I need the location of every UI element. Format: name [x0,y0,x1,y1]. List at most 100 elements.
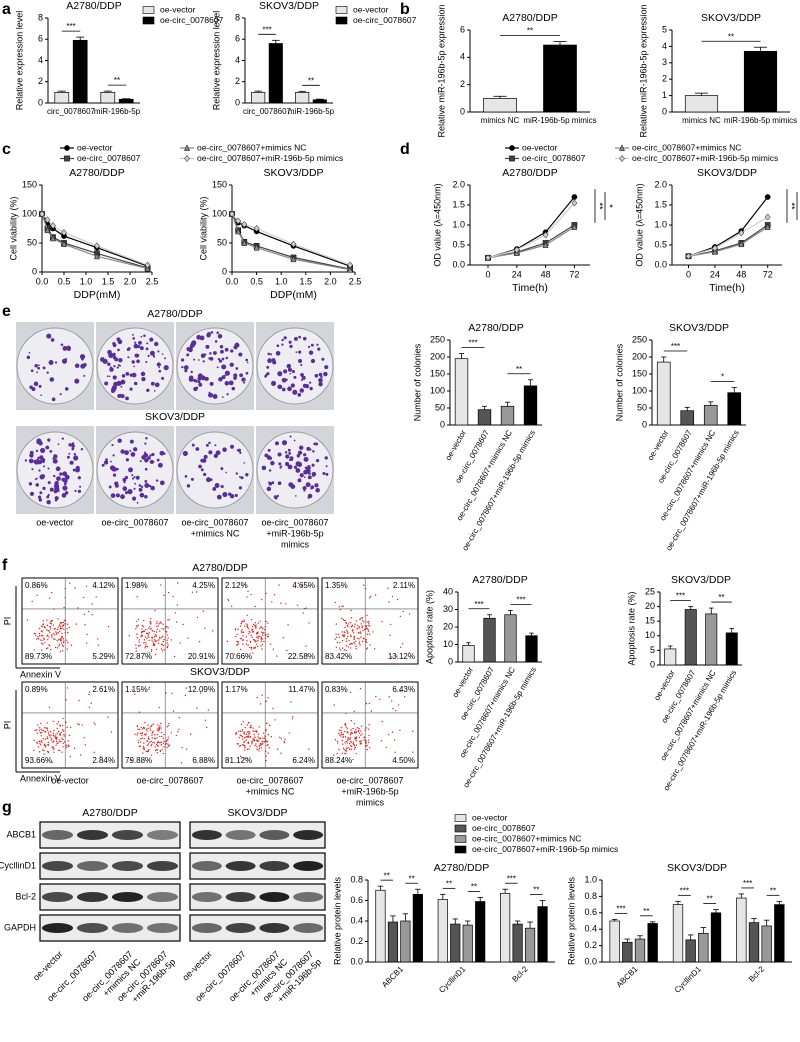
y-tick-label: 4 [460,52,465,62]
event-dot [346,747,348,750]
legend-label: oe-vector [522,142,558,152]
colony [214,483,220,488]
colony [109,465,115,471]
y-tick-label: 2.0 [452,179,465,189]
culture-plate [176,327,254,405]
event-dot [52,633,54,635]
event-dot [335,646,338,648]
quadrant-percent: 89.73% [25,652,52,661]
event-dot [341,743,344,745]
event-dot [40,625,43,627]
event-dot [148,639,150,642]
blot-band [76,892,109,902]
event-dot [263,632,265,634]
event-dot [159,722,162,725]
colony [297,462,303,468]
event-dot [244,745,246,747]
event-dot [158,706,160,709]
significance-label: *** [680,886,689,895]
event-dot [128,635,130,637]
event-dot [347,635,349,638]
event-dot [367,728,370,730]
panel-label: d [400,141,410,158]
event-dot [271,601,273,603]
event-dot [245,733,248,735]
event-dot [357,631,360,634]
y-tick-label: 100 [212,208,227,218]
event-dot [391,700,393,702]
event-dot [165,740,167,743]
event-dot [147,627,150,629]
event-dot [157,639,160,641]
event-dot [358,727,360,730]
event-dot [256,739,258,742]
colony [209,356,214,361]
event-dot [355,729,357,731]
event-dot [267,633,269,636]
colony [109,367,114,372]
event-dot [34,632,36,635]
event-dot [172,710,175,712]
event-dot [334,638,337,640]
event-dot [345,740,347,743]
event-dot [41,631,44,633]
blot-band [259,830,290,840]
significance-label: * [721,373,724,382]
event-dot [46,619,48,621]
data-point [571,194,578,200]
event-dot [59,639,62,642]
colony [115,493,120,498]
colony [38,384,42,388]
event-dot [141,624,144,627]
event-dot [265,755,267,757]
colony [245,473,249,477]
colony [127,356,130,359]
colony [56,476,61,481]
legend-swatch [454,814,467,822]
event-dot [142,728,144,730]
event-dot [260,625,262,628]
event-dot [249,727,251,729]
x-tick-label: 24 [512,269,522,279]
colony [114,483,119,488]
event-dot [154,640,157,643]
x-tick-label: 0.0 [36,276,49,286]
colony [270,460,275,466]
x-axis-label: DDP(mM) [74,289,121,301]
data-point [764,223,771,230]
colony [134,382,138,386]
colony [149,459,154,465]
event-dot [255,743,257,745]
flow-label: +mimics NC [246,786,295,796]
colony [62,346,68,351]
event-dot [157,727,159,730]
event-dot [151,630,154,632]
event-dot [157,741,160,744]
event-dot [241,620,244,623]
colony [156,458,160,462]
event-dot [41,634,44,637]
y-tick-label: 0.6 [584,907,597,917]
event-dot [279,736,281,739]
colony [298,335,302,339]
event-dot [349,734,352,736]
colony [39,491,43,495]
y-tick-label: 150 [22,179,37,189]
data-point [94,242,100,250]
colony [297,478,302,483]
event-dot [338,606,341,608]
blot-row-label: CycllinD1 [0,860,36,870]
event-dot [144,628,147,631]
colony [300,379,303,382]
event-dot [339,641,341,644]
legend-label: oe-circ_0078607 [77,153,141,163]
event-dot [250,646,253,649]
legend-marker [184,155,190,162]
event-dot [156,628,159,630]
event-dot [55,740,58,743]
event-dot [147,743,150,745]
colony [198,382,203,387]
colony [153,390,156,392]
colony [293,439,296,442]
event-dot [38,632,41,635]
